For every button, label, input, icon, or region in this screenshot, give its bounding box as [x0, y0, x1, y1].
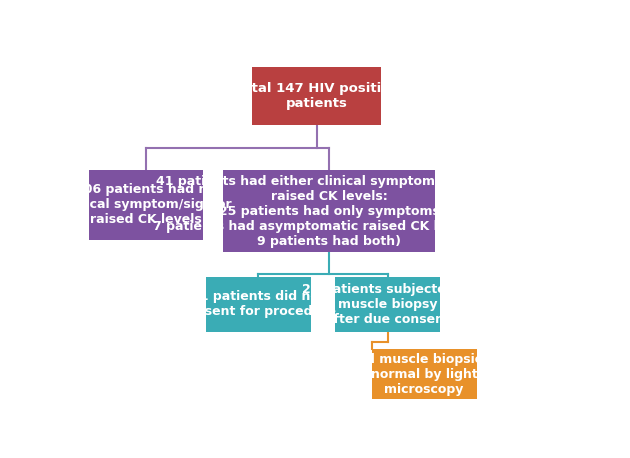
FancyBboxPatch shape — [372, 349, 477, 399]
FancyBboxPatch shape — [88, 169, 203, 240]
Text: 41 patients had either clinical symptoms/signs or
raised CK levels:
(25 patients: 41 patients had either clinical symptoms… — [153, 174, 505, 247]
Text: Total 147 HIV positive
patients: Total 147 HIV positive patients — [235, 82, 399, 110]
Text: All muscle biopsies
normal by light
microscopy: All muscle biopsies normal by light micr… — [357, 353, 491, 396]
FancyBboxPatch shape — [252, 67, 381, 125]
Text: 20 patients subjected to
muscle biopsy
after due consent: 20 patients subjected to muscle biopsy a… — [302, 283, 473, 326]
Text: 21 patients did not
consent for procedure: 21 patients did not consent for procedur… — [180, 290, 336, 318]
Text: 106 patients had no
clinical symptom/sign or
raised CK levels: 106 patients had no clinical symptom/sig… — [60, 183, 231, 226]
FancyBboxPatch shape — [223, 169, 435, 252]
FancyBboxPatch shape — [335, 277, 440, 332]
FancyBboxPatch shape — [205, 277, 311, 332]
